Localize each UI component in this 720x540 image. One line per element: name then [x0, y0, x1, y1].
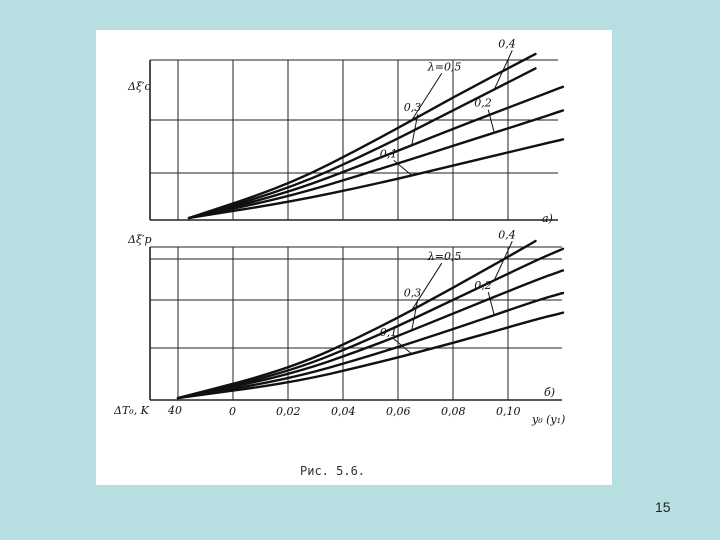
- series-label: λ=0,5: [427, 250, 462, 263]
- series-label: 0,1: [380, 147, 398, 160]
- series-label: 0,1: [380, 326, 398, 339]
- series-leader: [411, 262, 443, 311]
- series-line: [187, 85, 565, 220]
- secondary-axis-label: ΔT₀, K: [113, 404, 150, 417]
- series-label: 0,4: [498, 37, 516, 50]
- series-line: [187, 67, 537, 220]
- series-line: [187, 138, 565, 220]
- figure-scan: Δξ′c Δξ′p а) б) ΔT₀, K 40 y₀ (y₁) Рис. 5…: [96, 30, 612, 485]
- x-tick-label: 0,06: [386, 405, 411, 418]
- panel-label-a: а): [542, 212, 553, 225]
- series-label: 0,3: [404, 286, 422, 299]
- series-line: [187, 52, 537, 220]
- x-tick-label: 0: [229, 405, 236, 418]
- panel-label-b: б): [544, 386, 555, 399]
- series-leader: [411, 72, 443, 121]
- series-leader: [411, 299, 419, 331]
- series-line: [176, 269, 565, 400]
- labels: Δξ′c Δξ′p а) б) ΔT₀, K 40 y₀ (y₁) Рис. 5…: [113, 37, 565, 478]
- secondary-tick: 40: [167, 404, 182, 417]
- series-leader: [487, 291, 495, 316]
- series-label: 0,2: [474, 97, 492, 110]
- slide-number: 15: [655, 499, 671, 515]
- series-line: [176, 291, 565, 400]
- bottom-ylabel: Δξ′p: [127, 233, 152, 246]
- series-line: [187, 109, 565, 220]
- curves: [176, 50, 565, 400]
- x-tick-label: 0,08: [441, 405, 466, 418]
- grid: [149, 59, 562, 401]
- x-tick-label: 0,02: [276, 405, 301, 418]
- series-line: [176, 239, 537, 400]
- series-label: λ=0,5: [427, 60, 462, 73]
- x-tick-label: 0,10: [496, 405, 521, 418]
- figure-caption: Рис. 5.6.: [300, 464, 365, 478]
- series-line: [176, 247, 565, 400]
- series-label: 0,4: [498, 228, 516, 241]
- x-tick-label: 0,04: [331, 405, 356, 418]
- top-ylabel: Δξ′c: [127, 80, 151, 93]
- x-axis-label: y₀ (y₁): [531, 413, 565, 426]
- figure-svg: Δξ′c Δξ′p а) б) ΔT₀, K 40 y₀ (y₁) Рис. 5…: [113, 37, 565, 478]
- series-label: 0,3: [404, 101, 422, 114]
- series-label: 0,2: [474, 279, 492, 292]
- series-leader: [487, 109, 495, 133]
